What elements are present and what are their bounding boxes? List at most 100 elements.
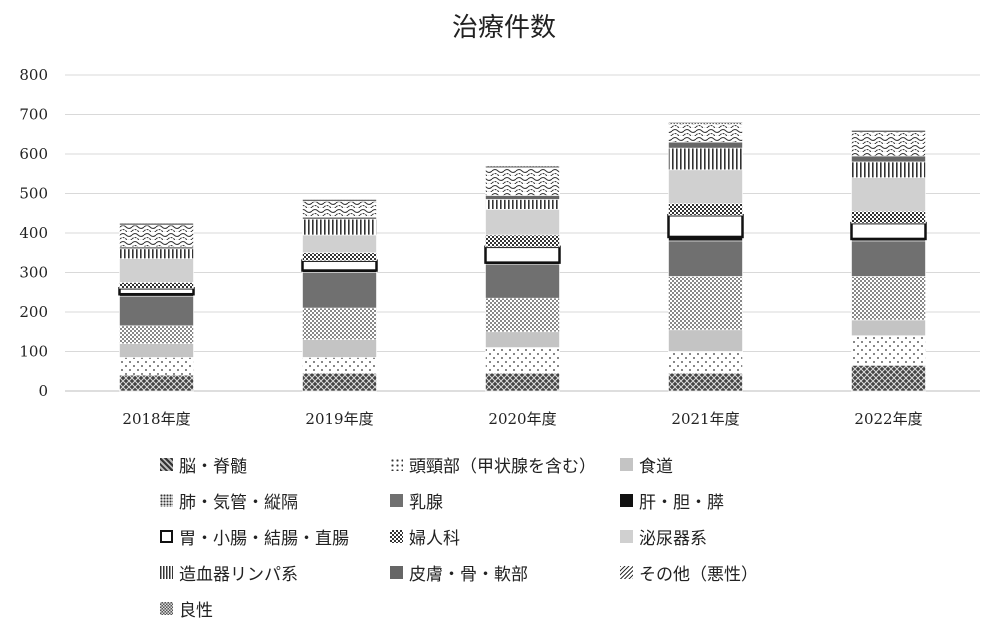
bar-segment [485, 167, 560, 196]
bar-segment [668, 240, 743, 277]
legend-swatch [620, 458, 633, 471]
bar-segment [668, 351, 743, 374]
legend-swatch [160, 494, 173, 507]
x-tick-label: 2021年度 [671, 410, 739, 428]
legend-swatch [620, 566, 633, 579]
legend-swatch [390, 458, 403, 471]
legend-item: 胃・小腸・結腸・直腸 [160, 524, 349, 549]
legend-item: 頭頸部（甲状腺を含む） [390, 452, 596, 477]
bar-segment [851, 161, 926, 178]
bar-segment [485, 372, 560, 392]
bar-segment [302, 357, 377, 374]
bar-segment [119, 224, 194, 248]
legend-swatch [160, 458, 173, 471]
bar-segment [302, 372, 377, 392]
legend-label: 造血器リンパ系 [179, 565, 298, 585]
bar-segment [119, 295, 194, 327]
legend-label: 胃・小腸・結腸・直腸 [179, 529, 349, 549]
bar-segment [118, 287, 195, 296]
x-tick-label: 2018年度 [122, 410, 190, 428]
bar-segment [851, 335, 926, 366]
legend-label: 良性 [179, 601, 213, 621]
x-tick-label: 2020年度 [488, 410, 556, 428]
y-tick-label: 700 [19, 106, 48, 124]
y-tick-label: 0 [38, 382, 48, 400]
y-tick-label: 600 [19, 145, 48, 163]
bar-segment [851, 276, 926, 321]
bar-segment [485, 199, 560, 210]
bar-segment [485, 195, 560, 200]
legend-swatch [160, 566, 173, 579]
bar-segment [850, 221, 927, 241]
bar-segment [119, 374, 194, 392]
bar-segment [668, 329, 743, 352]
bar-segment [668, 122, 743, 125]
bar-segment [485, 297, 560, 333]
bar-segment [302, 199, 377, 202]
legend-label: 肝・胆・膵 [639, 493, 724, 513]
legend-item: 泌尿器系 [620, 524, 707, 549]
legend-swatch [390, 566, 403, 579]
legend-item: 乳腺 [390, 488, 443, 513]
bar-segment [119, 258, 194, 283]
bar-segment [485, 234, 560, 248]
bar-segment [851, 155, 926, 163]
y-tick-label: 800 [19, 66, 48, 84]
y-tick-label: 500 [19, 185, 48, 203]
legend-label: 頭頸部（甲状腺を含む） [409, 457, 596, 477]
legend-swatch [160, 530, 173, 543]
legend-item: その他（悪性） [620, 560, 758, 585]
bar-segment [851, 210, 926, 224]
legend-label: その他（悪性） [639, 565, 758, 585]
bar-segment [668, 276, 743, 331]
bar-segment [851, 131, 926, 157]
legend-label: 肺・気管・縦隔 [179, 493, 298, 513]
y-axis: 0 100 200 300 400 500 600 700 800 [19, 66, 48, 400]
bar-segment [302, 272, 377, 309]
bar-segment [668, 372, 743, 392]
bar-segment [485, 264, 560, 299]
bar-segment [668, 147, 743, 171]
bar-segment [302, 339, 377, 358]
bar-segment [668, 124, 743, 143]
bar-segment [485, 165, 560, 169]
x-axis: 2018年度 2019年度 2020年度 2021年度 2022年度 [122, 410, 922, 428]
legend-item: 良性 [160, 596, 213, 621]
legend-item: 婦人科 [390, 524, 460, 549]
y-tick-label: 400 [19, 224, 48, 242]
bar-segment [302, 234, 377, 254]
legend-item: 脳・脊髄 [160, 452, 247, 477]
bar-segment [301, 259, 378, 272]
legend-label: 食道 [639, 457, 673, 477]
bar-segment [485, 331, 560, 348]
bar-segment [119, 357, 194, 376]
bar-segment [851, 240, 926, 277]
legend-swatch [390, 530, 403, 543]
legend-label: 脳・脊髄 [179, 457, 247, 477]
bar-segment [485, 209, 560, 236]
bar-segment [668, 169, 743, 204]
bars [118, 122, 927, 392]
legend-label: 乳腺 [409, 493, 443, 513]
legend-item: 造血器リンパ系 [160, 560, 298, 585]
bar-segment [119, 282, 194, 289]
legend-item: 肝・胆・膵 [620, 488, 724, 513]
legend-item: 食道 [620, 452, 673, 477]
bar-segment [302, 252, 377, 261]
legend-label: 婦人科 [409, 529, 460, 549]
bar-segment [851, 177, 926, 212]
bar-segment [119, 248, 194, 259]
legend-swatch [620, 530, 633, 543]
bar-segment [851, 319, 926, 336]
bar-segment [302, 218, 377, 236]
bar-segment [851, 365, 926, 392]
legend-label: 皮膚・骨・軟部 [409, 565, 528, 585]
y-tick-label: 300 [19, 264, 48, 282]
bar-segment [668, 203, 743, 216]
x-tick-label: 2019年度 [305, 410, 373, 428]
legend-label: 泌尿器系 [639, 529, 707, 549]
bar-segment [667, 213, 744, 239]
bar-segment [668, 141, 743, 149]
bar-segment [119, 325, 194, 344]
